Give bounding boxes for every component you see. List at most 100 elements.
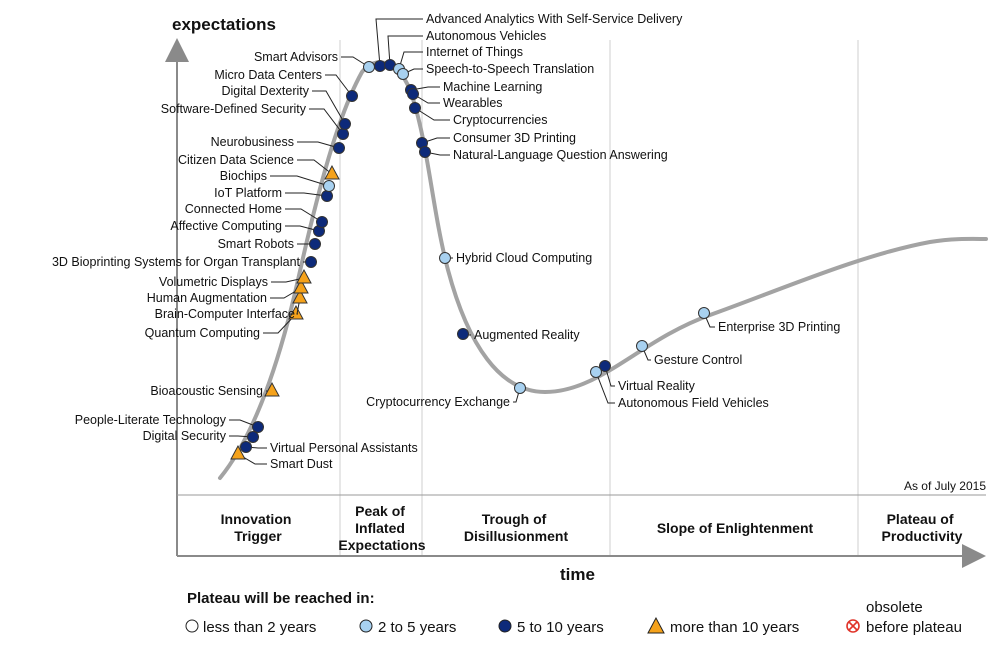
technology-item: Gesture Control [636,340,742,367]
technology-label: Virtual Personal Assistants [270,441,418,455]
legend-obsolete-icon [846,619,860,633]
technology-item: Consumer 3D Printing [416,131,576,149]
triangle-marker-icon [288,304,304,320]
leader-line [285,192,328,197]
technology-item: Autonomous Field Vehicles [590,366,769,410]
phase-line: Inflated [355,520,405,536]
legend-lt2-label: less than 2 years [203,619,316,636]
technology-item: Biochips [220,169,335,192]
circle-marker-icon [240,441,252,453]
y-axis-arrow-icon [165,38,189,62]
triangle-marker-icon [230,444,246,460]
technology-item: Cryptocurrency Exchange [366,382,526,409]
circle-marker-icon [409,102,421,114]
technology-item: Brain-Computer Interface [155,288,308,321]
technology-label: Connected Home [185,202,282,216]
technology-item: Wearables [407,88,503,110]
technology-item: Machine Learning [405,80,542,96]
technology-label: Human Augmentation [147,291,267,305]
leader-line [375,18,423,67]
circle-marker-icon [305,256,317,268]
phase-labels: Innovation Trigger Peak of Inflated Expe… [221,503,963,553]
technology-label: Hybrid Cloud Computing [456,251,592,265]
technology-item: Quantum Computing [145,304,304,340]
technology-label: Machine Learning [443,80,542,94]
x-axis-arrow-icon [962,544,986,568]
technology-item: People-Literate Technology [75,413,264,433]
technology-label: Software-Defined Security [161,102,307,116]
technology-label: Affective Computing [170,219,282,233]
technology-label: Smart Advisors [254,50,338,64]
circle-marker-icon [247,431,259,443]
technology-label: Gesture Control [654,353,742,367]
circle-marker-icon [339,118,351,130]
leader-line [285,225,320,232]
circle-marker-icon [316,216,328,228]
leader-line [271,277,305,283]
technology-label: Natural-Language Question Answering [453,148,668,162]
technology-item: Micro Data Centers [214,68,358,102]
technology-label: Digital Security [143,429,227,443]
leader-line [604,365,615,387]
leader-line [229,419,259,428]
technology-item: Volumetric Displays [159,268,312,289]
legend-2to5-label: 2 to 5 years [378,619,456,636]
legend-title: Plateau will be reached in: [187,590,375,607]
technology-label: Quantum Computing [145,326,260,340]
circle-marker-icon [439,252,451,264]
technology-label: Neurobusiness [211,135,294,149]
phase-peak: Peak of Inflated Expectations [338,503,425,553]
technology-label: IoT Platform [214,186,282,200]
legend-gt10-label: more than 10 years [670,619,799,636]
legend-5to10-icon [498,619,512,633]
technology-item: Augmented Reality [457,328,580,342]
technology-label: Volumetric Displays [159,275,268,289]
circle-marker-icon [457,328,469,340]
technology-label: Brain-Computer Interface [155,307,295,321]
legend: Plateau will be reached in: less than 2 … [185,590,962,636]
hype-curve [218,60,988,480]
leader-line [297,159,333,175]
technology-item: Virtual Personal Assistants [240,441,418,455]
circle-marker-icon [363,61,375,73]
x-axis-title: time [560,565,595,584]
phase-line: Slope of Enlightenment [657,520,814,536]
legend-obsolete-label-line2: before plateau [866,619,962,636]
technology-label: Enterprise 3D Printing [718,320,840,334]
triangle-marker-icon [264,381,280,397]
technology-markers: Smart Dust Virtual Personal Assistants Dig… [52,12,840,471]
technology-item: Digital Security [143,429,259,443]
phase-line: Plateau of [887,511,954,527]
technology-label: People-Literate Technology [75,413,227,427]
technology-item: Affective Computing [170,219,325,237]
circle-marker-icon [397,68,409,80]
technology-item: Bioacoustic Sensing [150,381,280,398]
phase-line: Innovation [221,511,292,527]
technology-label: Autonomous Vehicles [426,29,546,43]
technology-label: Cryptocurrencies [453,113,547,127]
technology-item: Advanced Analytics With Self-Service Del… [374,12,683,72]
technology-item: Cryptocurrencies [409,102,547,127]
phase-line: Productivity [882,528,963,544]
technology-item: Enterprise 3D Printing [698,307,840,334]
technology-item: IoT Platform [214,186,333,202]
technology-item: Speech-to-Speech Translation [397,62,594,80]
phase-line: Expectations [338,537,425,553]
circle-marker-icon [419,146,431,158]
technology-label: Advanced Analytics With Self-Service Del… [426,12,683,26]
triangle-marker-icon [324,164,340,180]
technology-label: Wearables [443,96,503,110]
phase-trough: Trough of Disillusionment [464,511,569,544]
technology-label: Virtual Reality [618,379,696,393]
circle-marker-icon [346,90,358,102]
triangle-marker-icon [292,288,308,304]
leader-line [595,371,615,404]
leader-line [297,141,340,149]
circle-marker-icon [698,307,710,319]
technology-item: Internet of Things [393,45,523,75]
technology-item: Natural-Language Question Answering [419,146,668,162]
phase-slope: Slope of Enlightenment [657,520,814,536]
technology-item: Software-Defined Security [161,102,349,140]
circle-marker-icon [323,180,335,192]
